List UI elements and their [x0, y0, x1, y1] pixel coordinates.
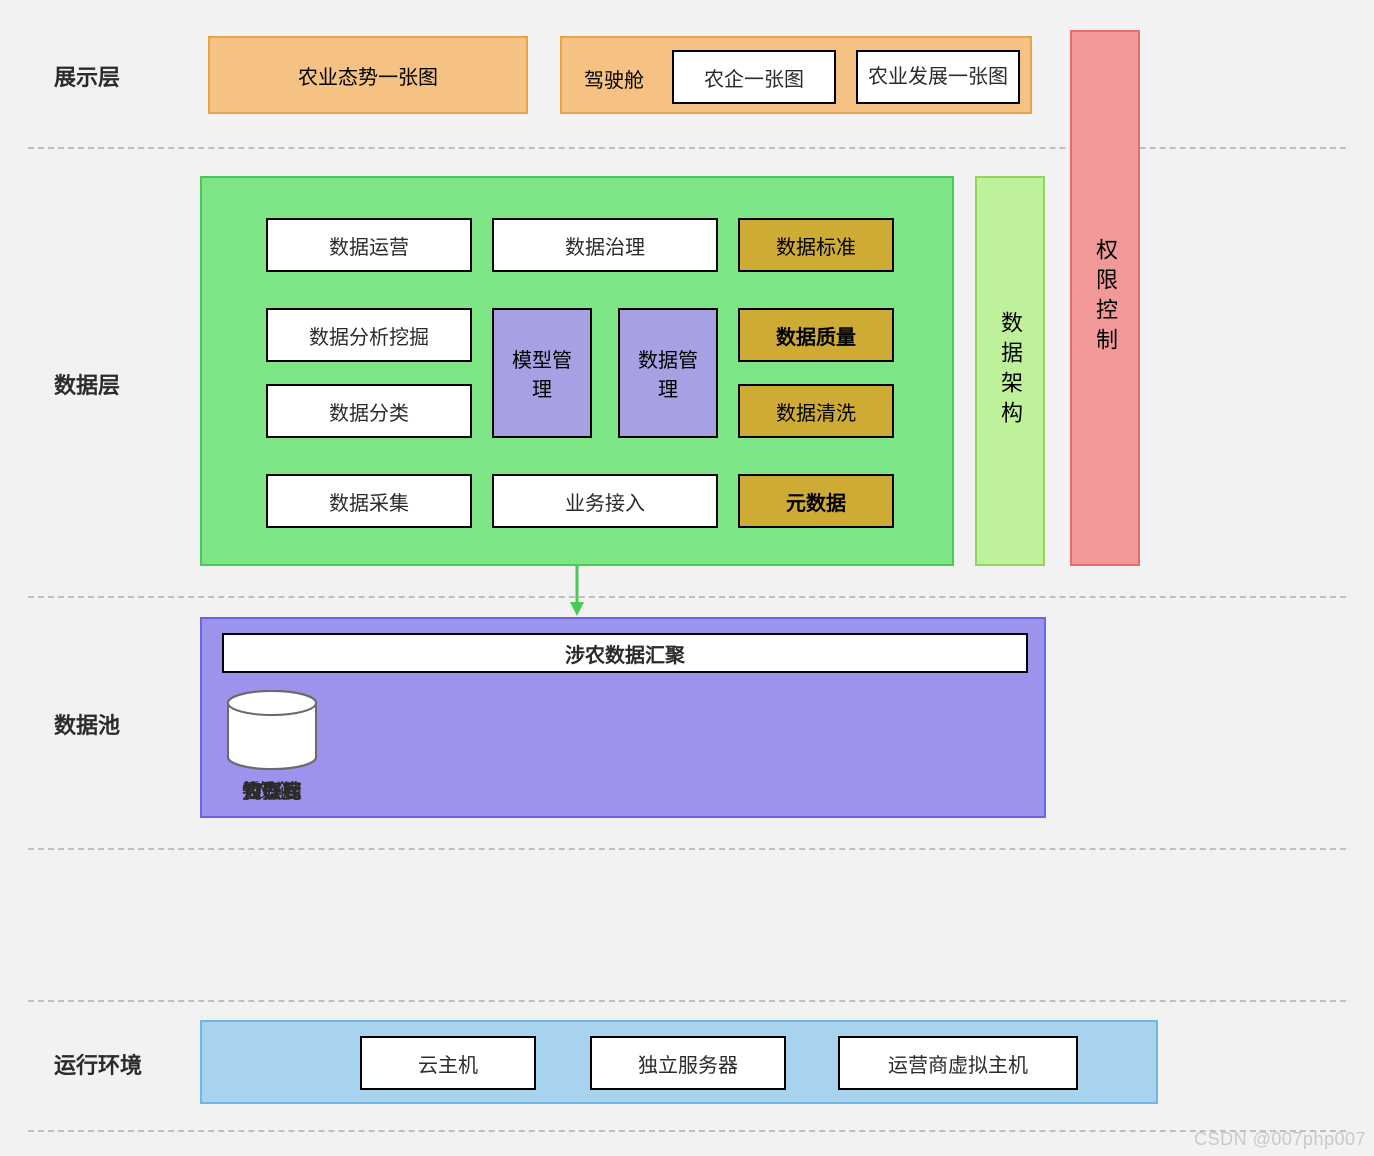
cylinder-knowledge: 知识库	[226, 689, 318, 804]
watermark: CSDN @007php007	[1194, 1129, 1366, 1150]
box-data-mining: 数据分析挖掘	[266, 308, 472, 362]
box-model-mgmt: 模型管理	[492, 308, 592, 438]
box-data-clean-label: 数据清洗	[776, 397, 856, 426]
box-data-collect: 数据采集	[266, 474, 472, 528]
data-architecture-panel: 数据架构	[975, 176, 1045, 566]
divider-1	[28, 147, 1346, 149]
box-data-quality-label: 数据质量	[776, 321, 856, 350]
cockpit-label: 驾驶舱	[584, 64, 644, 93]
data-layer-panel: 数据运营 数据治理 数据标准 数据分析挖掘 模型管理 数据管理 数据质量 数据分…	[200, 176, 954, 566]
box-data-mgmt-label: 数据管理	[638, 344, 698, 402]
data-pool-panel: 涉农数据汇聚 委办局 农企 合作社 农资店 物联网 知识库	[200, 617, 1046, 818]
box-metadata: 元数据	[738, 474, 894, 528]
layer-label-data: 数据层	[54, 368, 120, 400]
arrow-down-icon	[567, 566, 587, 618]
box-data-governance: 数据治理	[492, 218, 718, 272]
divider-3	[28, 848, 1346, 850]
box-biz-access: 业务接入	[492, 474, 718, 528]
cockpit-sub-agri-dev: 农业发展一张图	[856, 50, 1020, 104]
env-isp-vhost-label: 运营商虚拟主机	[888, 1049, 1028, 1078]
pool-title-box: 涉农数据汇聚	[222, 633, 1028, 673]
layer-label-env: 运行环境	[54, 1048, 142, 1080]
box-data-quality: 数据质量	[738, 308, 894, 362]
box-model-mgmt-label: 模型管理	[512, 344, 572, 402]
env-cloud-host: 云主机	[360, 1036, 536, 1090]
cylinder-row: 委办局 农企 合作社 农资店 物联网 知识库	[226, 689, 1020, 809]
permission-control-label: 权限控制	[1089, 238, 1121, 358]
box-data-classify-label: 数据分类	[329, 397, 409, 426]
presentation-box-label: 农业态势一张图	[298, 61, 438, 90]
box-data-mgmt: 数据管理	[618, 308, 718, 438]
box-data-governance-label: 数据治理	[565, 231, 645, 260]
data-architecture-label: 数据架构	[994, 311, 1026, 431]
cockpit-sub-agri-enterprise: 农企一张图	[672, 50, 836, 104]
presentation-box-agri-situation: 农业态势一张图	[208, 36, 528, 114]
permission-control-panel: 权限控制	[1070, 30, 1140, 566]
box-biz-access-label: 业务接入	[565, 487, 645, 516]
box-data-ops: 数据运营	[266, 218, 472, 272]
divider-5	[28, 1130, 1346, 1132]
env-panel: 云主机 独立服务器 运营商虚拟主机	[200, 1020, 1158, 1104]
layer-label-pool: 数据池	[54, 708, 120, 740]
env-dedicated-server: 独立服务器	[590, 1036, 786, 1090]
box-data-ops-label: 数据运营	[329, 231, 409, 260]
env-isp-vhost: 运营商虚拟主机	[838, 1036, 1078, 1090]
env-cloud-host-label: 云主机	[418, 1049, 478, 1078]
box-data-collect-label: 数据采集	[329, 487, 409, 516]
box-data-standard-label: 数据标准	[776, 231, 856, 260]
box-data-clean: 数据清洗	[738, 384, 894, 438]
box-metadata-label: 元数据	[786, 487, 846, 516]
cockpit-sub2-label: 农业发展一张图	[868, 66, 1008, 89]
divider-2	[28, 596, 1346, 598]
cyl-label-5: 知识库	[242, 775, 302, 804]
env-dedicated-server-label: 独立服务器	[638, 1049, 738, 1078]
layer-label-presentation: 展示层	[54, 60, 120, 92]
box-data-standard: 数据标准	[738, 218, 894, 272]
box-data-classify: 数据分类	[266, 384, 472, 438]
divider-4	[28, 1000, 1346, 1002]
pool-title-label: 涉农数据汇聚	[565, 639, 685, 668]
box-data-mining-label: 数据分析挖掘	[309, 321, 429, 350]
presentation-cockpit-panel: 驾驶舱 农企一张图 农业发展一张图	[560, 36, 1032, 114]
cockpit-sub1-label: 农企一张图	[704, 63, 804, 92]
